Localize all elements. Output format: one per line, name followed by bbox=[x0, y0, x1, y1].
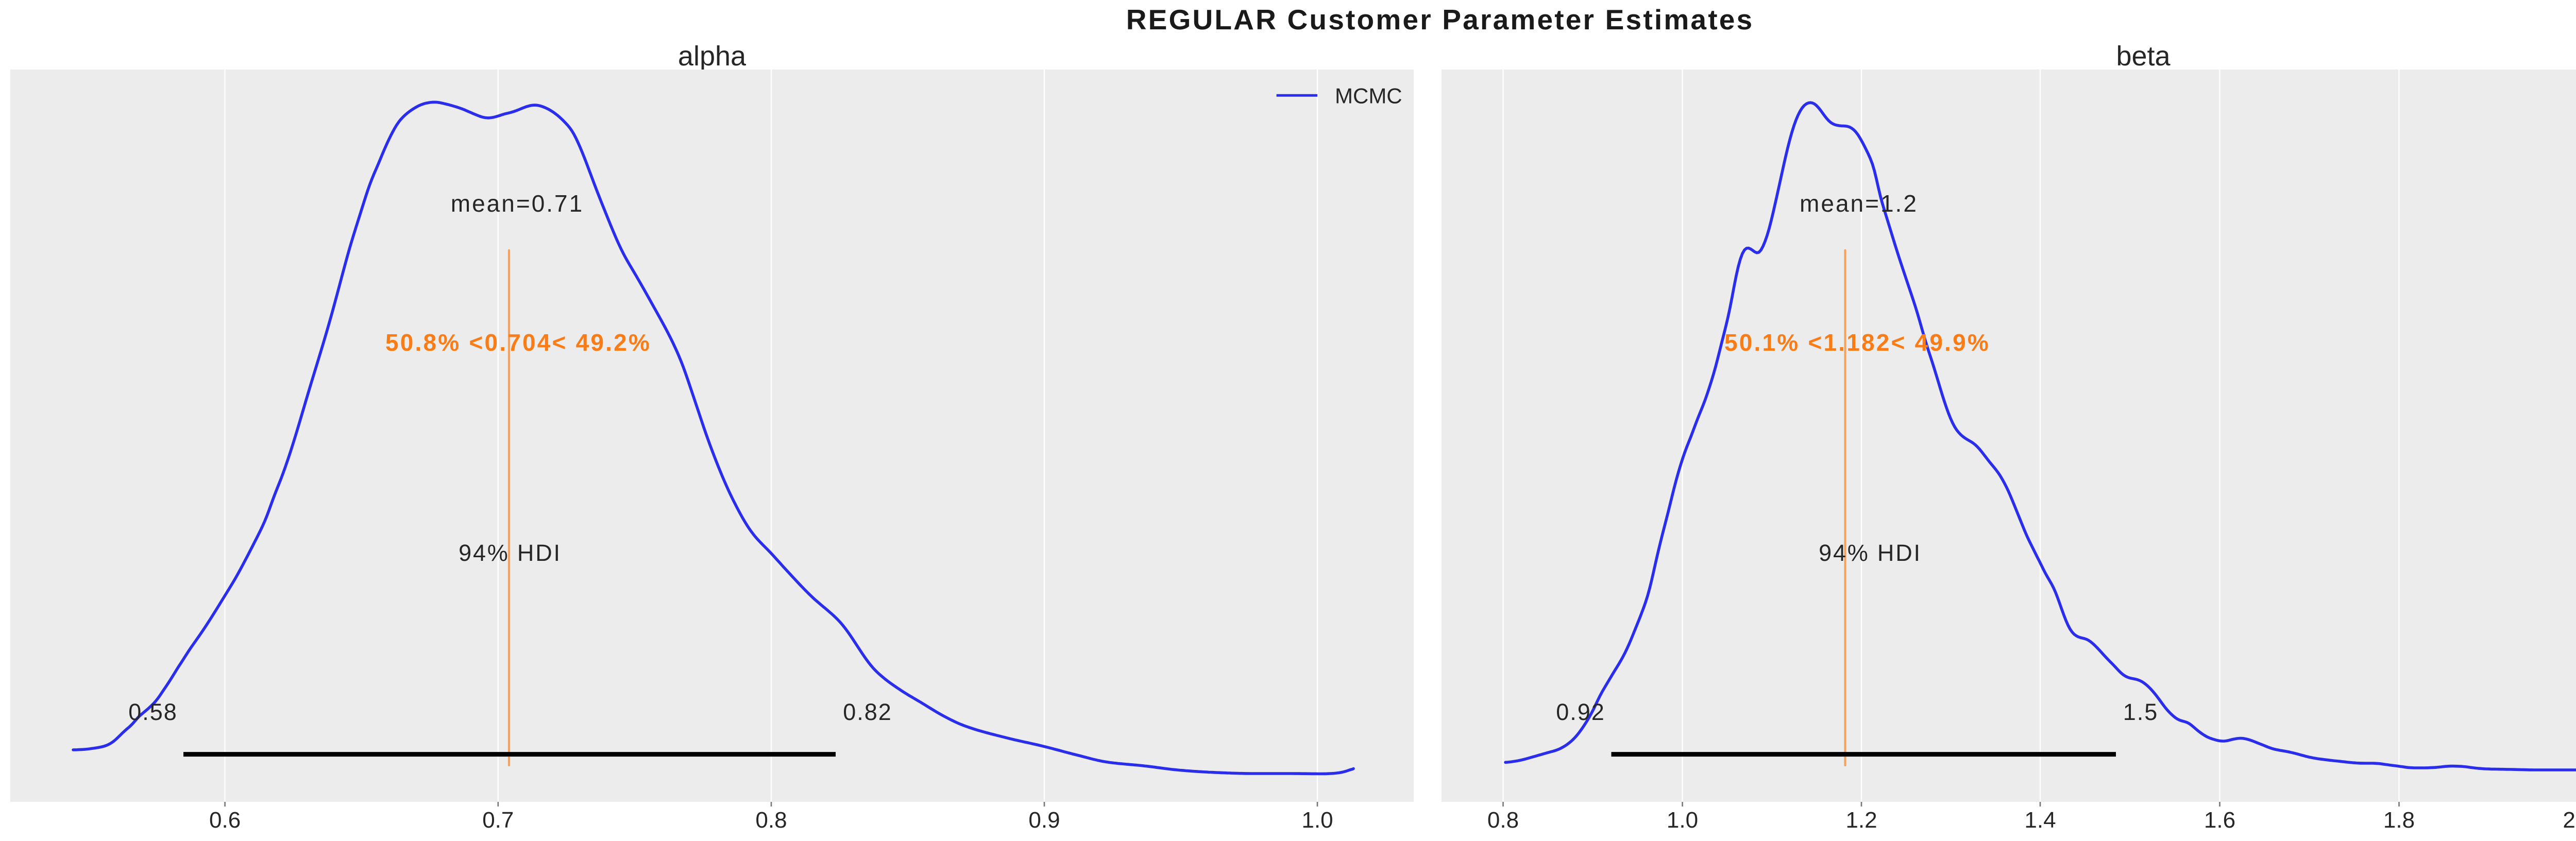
svg-text:0.6: 0.6 bbox=[209, 808, 241, 833]
svg-text:1.0: 1.0 bbox=[1301, 808, 1333, 833]
svg-text:1.6: 1.6 bbox=[2204, 808, 2235, 833]
svg-text:0.92: 0.92 bbox=[1556, 699, 1605, 725]
svg-text:mean=1.2: mean=1.2 bbox=[1800, 190, 1918, 217]
svg-text:0.58: 0.58 bbox=[128, 699, 178, 725]
svg-text:0.8: 0.8 bbox=[1487, 808, 1519, 833]
svg-text:50.1% <1.182< 49.9%: 50.1% <1.182< 49.9% bbox=[1724, 329, 1990, 356]
svg-text:0.7: 0.7 bbox=[482, 808, 514, 833]
svg-text:2.0: 2.0 bbox=[2563, 808, 2576, 833]
svg-text:mean=0.71: mean=0.71 bbox=[451, 190, 584, 217]
svg-text:1.0: 1.0 bbox=[1667, 808, 1698, 833]
svg-text:0.82: 0.82 bbox=[843, 699, 892, 725]
svg-text:94% HDI: 94% HDI bbox=[1819, 540, 1922, 566]
svg-text:1.2: 1.2 bbox=[1845, 808, 1877, 833]
svg-text:0.8: 0.8 bbox=[755, 808, 787, 833]
svg-text:REGULAR Customer Parameter Est: REGULAR Customer Parameter Estimates bbox=[1126, 4, 1754, 36]
svg-text:0.9: 0.9 bbox=[1028, 808, 1060, 833]
svg-text:1.5: 1.5 bbox=[2123, 699, 2159, 725]
svg-text:1.8: 1.8 bbox=[2383, 808, 2415, 833]
svg-text:1.4: 1.4 bbox=[2024, 808, 2056, 833]
svg-text:alpha: alpha bbox=[678, 41, 747, 72]
svg-text:beta: beta bbox=[2116, 41, 2171, 72]
svg-text:50.8% <0.704< 49.2%: 50.8% <0.704< 49.2% bbox=[385, 329, 651, 356]
svg-text:MCMC: MCMC bbox=[1335, 84, 1402, 108]
svg-text:94% HDI: 94% HDI bbox=[459, 540, 562, 566]
